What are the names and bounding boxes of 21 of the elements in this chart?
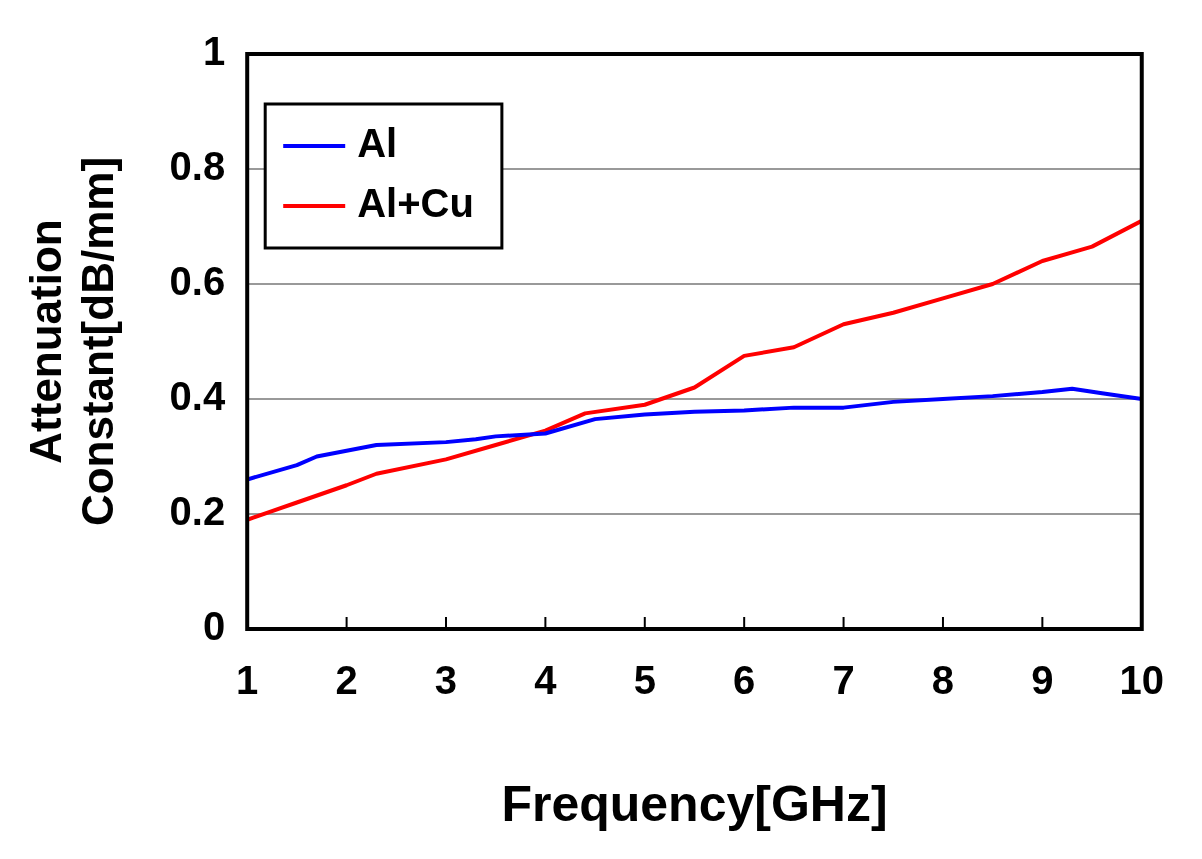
y-tick-label: 0.8 <box>169 144 226 189</box>
text: Attenuation <box>20 219 70 464</box>
x-tick-label: 4 <box>534 658 558 703</box>
y-tick-label: 1 <box>202 29 226 74</box>
x-tick-label: 10 <box>1119 658 1164 703</box>
legend-label: Al+Cu <box>357 181 474 226</box>
x-tick-label: 6 <box>733 658 756 703</box>
x-tick-label: 3 <box>434 658 458 703</box>
x-tick-label: 7 <box>832 658 855 703</box>
y-tick-label: 0.4 <box>169 374 226 419</box>
x-tick-label: 8 <box>931 658 955 703</box>
x-tick-label: 2 <box>335 658 358 703</box>
y-tick-label: 0.2 <box>169 489 226 534</box>
x-axis-title: Frequency[GHz] <box>501 775 888 832</box>
legend-label: Al <box>357 121 398 166</box>
x-tick-label: 1 <box>236 658 259 703</box>
x-tick-label: 9 <box>1031 658 1054 703</box>
text: Constant[dB/mm] <box>73 156 123 527</box>
x-tick-label: 5 <box>633 658 656 703</box>
y-tick-label: 0 <box>202 604 226 649</box>
y-tick-label: 0.6 <box>169 259 226 304</box>
